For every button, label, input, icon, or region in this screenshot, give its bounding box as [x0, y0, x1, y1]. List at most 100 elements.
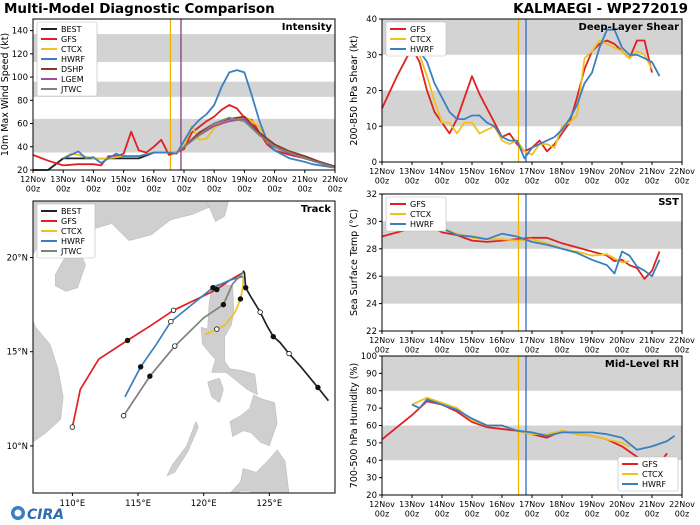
intensity-title: Intensity: [282, 22, 333, 33]
intensity-legend-label-gfs: GFS: [61, 35, 77, 44]
intensity-legend-label-hwrf: HWRF: [61, 55, 85, 64]
shear-ytick-label: 0: [372, 158, 377, 168]
intensity-legend-label-jtwc: JTWC: [60, 85, 82, 94]
shear-xtick-label: 00z: [465, 177, 479, 186]
rh-xtick-label: 00z: [495, 510, 509, 519]
rh-ylabel: 700-500 hPa Humidity (%): [349, 363, 360, 488]
cira-logo-text: CIRA: [27, 507, 64, 523]
intensity-ylabel: 10m Max Wind Speed (kt): [0, 33, 11, 156]
intensity-ytick-label: 140: [12, 27, 28, 37]
storm-title: KALMAEGI - WP272019: [513, 1, 688, 17]
rh-xtick-label: 00z: [375, 510, 389, 519]
track-marker-jtwc: [172, 343, 178, 349]
sst-xtick-label: 00z: [525, 346, 539, 355]
mindanao-island: [229, 449, 290, 493]
sst-ytick-label: 30: [366, 217, 377, 227]
intensity-xtick-label: 00z: [26, 185, 40, 194]
intensity-xtick-label: 00z: [177, 185, 191, 194]
cira-logo: CIRA: [11, 506, 64, 523]
rh-legend-label-gfs: GFS: [642, 460, 658, 469]
shear-xtick-label: 00z: [525, 177, 539, 186]
shear-xtick-label: 15Nov: [459, 167, 485, 176]
track-legend-label-hwrf: HWRF: [61, 237, 85, 246]
shear-ylabel: 200-850 hPa Shear (kt): [349, 35, 360, 145]
shear-xtick-label: 22Nov: [669, 167, 695, 176]
track-marker-jtwc: [147, 373, 153, 379]
sst-xtick-label: 00z: [405, 346, 419, 355]
intensity-xtick-label: 15Nov: [111, 175, 137, 184]
track-marker-hwrf: [168, 318, 174, 325]
track-xtick-label: 110°E: [59, 499, 85, 509]
sst-ytick-label: 24: [366, 300, 377, 310]
track-marker-gfs: [124, 337, 131, 344]
sst-ytick-label: 26: [366, 272, 377, 282]
track-title: Track: [301, 204, 331, 215]
rh-band-1: [382, 356, 682, 391]
track-ytick-label: 20°N: [7, 254, 28, 264]
intensity-xtick-label: 00z: [86, 185, 100, 194]
sst-ylabel: Sea Surface Temp (°C): [349, 209, 360, 316]
shear-panel: 01020304012Nov00z13Nov00z14Nov00z15Nov00…: [349, 15, 695, 186]
sst-xtick-label: 00z: [615, 346, 629, 355]
sst-xtick-label: 18Nov: [549, 336, 575, 345]
intensity-legend-label-best: BEST: [61, 25, 82, 34]
shear-ytick-label: 40: [366, 15, 377, 25]
shear-legend-label-ctcx: CTCX: [410, 35, 432, 44]
intensity-xtick-label: 17Nov: [171, 175, 197, 184]
sst-xtick-label: 00z: [645, 346, 659, 355]
intensity-xtick-label: 20Nov: [262, 175, 288, 184]
shear-xtick-label: 13Nov: [399, 167, 425, 176]
track-legend-label-jtwc: JTWC: [60, 247, 82, 256]
track-legend-label-ctcx: CTCX: [61, 227, 83, 236]
intensity-xtick-label: 21Nov: [292, 175, 318, 184]
sst-xtick-label: 14Nov: [429, 336, 455, 345]
sst-xtick-label: 22Nov: [669, 336, 695, 345]
sst-band-0: [382, 276, 682, 304]
shear-xtick-label: 00z: [585, 177, 599, 186]
intensity-xtick-label: 14Nov: [81, 175, 107, 184]
track-marker-best: [257, 309, 263, 315]
intensity-panel: 2040608010012014012Nov00z13Nov00z14Nov00…: [0, 18, 348, 194]
visayas-islands: [229, 394, 278, 447]
intensity-xtick-label: 00z: [267, 185, 281, 194]
intensity-legend-label-dshp: DSHP: [61, 65, 83, 74]
rh-xtick-label: 00z: [435, 510, 449, 519]
shear-title: Deep-Layer Shear: [579, 22, 680, 33]
track-marker-jtwc: [220, 301, 227, 308]
track-ytick-label: 10°N: [7, 442, 28, 452]
rh-xtick-label: 13Nov: [399, 500, 425, 509]
intensity-xtick-label: 18Nov: [201, 175, 227, 184]
track-marker-hwrf: [137, 364, 144, 370]
rh-xtick-label: 16Nov: [489, 500, 515, 509]
rh-xtick-label: 19Nov: [579, 500, 605, 509]
sst-xtick-label: 13Nov: [399, 336, 425, 345]
rh-ytick-label: 40: [366, 456, 377, 466]
track-marker-best: [270, 333, 276, 340]
rh-xtick-label: 17Nov: [519, 500, 545, 509]
rh-xtick-label: 12Nov: [369, 500, 395, 509]
intensity-band-1: [33, 81, 335, 97]
rh-xtick-label: 00z: [465, 510, 479, 519]
intensity-series-jtwc: [175, 116, 336, 169]
sst-xtick-label: 20Nov: [609, 336, 635, 345]
sst-xtick-label: 17Nov: [519, 336, 545, 345]
intensity-xtick-label: 16Nov: [141, 175, 167, 184]
track-marker-hwrf: [210, 284, 216, 291]
intensity-xtick-label: 00z: [328, 185, 342, 194]
intensity-ytick-label: 120: [12, 50, 28, 60]
shear-legend-box: [385, 21, 447, 57]
rh-ytick-label: 20: [366, 491, 377, 501]
intensity-xtick-label: 19Nov: [232, 175, 258, 184]
intensity-xtick-label: 00z: [298, 185, 312, 194]
shear-xtick-label: 00z: [675, 177, 689, 186]
mindoro-island: [207, 377, 224, 403]
intensity-xtick-label: 12Nov: [20, 175, 46, 184]
shear-ytick-label: 30: [366, 51, 377, 61]
intensity-xtick-label: 00z: [116, 185, 130, 194]
shear-xtick-label: 21Nov: [639, 167, 665, 176]
sst-xtick-label: 19Nov: [579, 336, 605, 345]
shear-xtick-label: 00z: [435, 177, 449, 186]
shear-series-ctcx: [412, 39, 653, 156]
rh-xtick-label: 00z: [675, 510, 689, 519]
